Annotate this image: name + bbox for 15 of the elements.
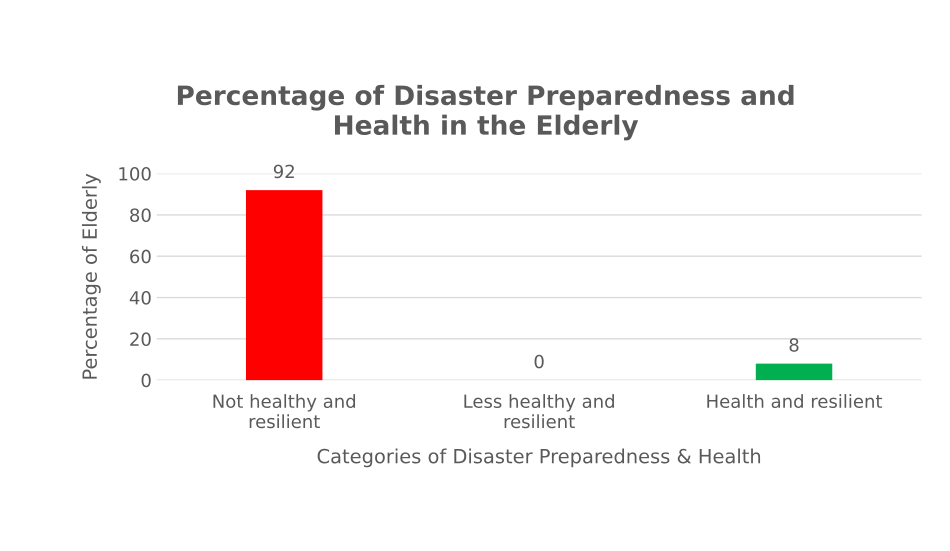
- y-tick-label: 0: [142, 374, 151, 388]
- x-tick-label: Not healthy and resilient: [214, 394, 356, 428]
- data-label: 92: [274, 164, 294, 178]
- x-tick-label: Health and resilient: [707, 394, 882, 408]
- y-tick-label: 100: [119, 167, 151, 181]
- y-tick-label: 40: [130, 291, 151, 305]
- y-axis-title: Percentage of Elderly: [82, 174, 101, 379]
- data-label: 8: [790, 338, 799, 352]
- data-label: 0: [534, 354, 544, 368]
- x-tick-label: Less healthy and resilient: [464, 394, 614, 428]
- chart-title: Percentage of Disaster Preparedness and Health in the Elderly: [178, 84, 794, 140]
- x-axis-title: Categories of Disaster Preparedness & Health: [318, 448, 760, 468]
- y-tick-label: 20: [130, 332, 151, 346]
- y-tick-label: 80: [130, 208, 151, 222]
- y-tick-label: 60: [130, 250, 151, 264]
